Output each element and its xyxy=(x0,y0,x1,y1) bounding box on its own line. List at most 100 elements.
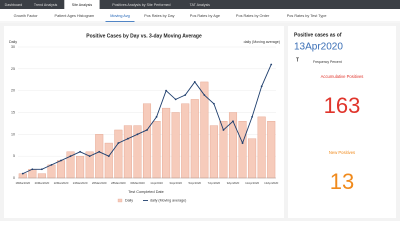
screen: Positive Cases by Day vs. 3-day Moving A… xyxy=(0,0,400,221)
line-point xyxy=(60,159,62,162)
line-point xyxy=(98,150,101,153)
page: Positive Cases by Day vs. 3-day Moving A… xyxy=(0,0,400,221)
bar xyxy=(162,107,171,179)
y-tick-label: 20 xyxy=(11,89,15,93)
bar xyxy=(47,164,56,179)
x-tick-label: 30Mar2020 xyxy=(130,181,145,185)
bar xyxy=(37,173,46,179)
nav-tab[interactable]: Dashboard xyxy=(5,3,23,7)
bar xyxy=(76,155,85,179)
line-point xyxy=(193,81,196,83)
line-point xyxy=(174,98,177,101)
bar xyxy=(104,142,113,179)
bar xyxy=(95,134,104,179)
x-tick-label: 9Apr2020 xyxy=(227,181,240,185)
line-point xyxy=(260,85,263,88)
line-point xyxy=(69,155,72,158)
line-point xyxy=(251,115,254,118)
bar xyxy=(267,121,276,179)
line-point xyxy=(270,63,273,66)
bar xyxy=(181,103,190,179)
sub-tab[interactable]: Patient Ages Histogram xyxy=(55,14,95,18)
line-point xyxy=(126,137,129,140)
line-point xyxy=(79,150,82,153)
line-point xyxy=(50,164,53,166)
bar xyxy=(152,121,161,179)
x-tick-label: 11Apr2020 xyxy=(245,181,259,185)
y-tick-label: 0 xyxy=(13,176,15,180)
line-point xyxy=(136,133,139,136)
y-tick-label: 10 xyxy=(11,132,15,136)
accum-label: Accumulative Positives xyxy=(321,74,364,79)
nav-tab[interactable]: Positives Analysis by Site Performed xyxy=(112,3,170,7)
sub-tab[interactable]: Pos Rates by Test Type xyxy=(287,14,327,18)
y-tick-label: 5 xyxy=(13,154,15,158)
line-point xyxy=(232,120,234,123)
tab-active-bg xyxy=(64,0,100,9)
new-label: New Positives xyxy=(329,150,355,155)
line-point xyxy=(241,142,244,144)
sub-tab[interactable]: Pos Rates by Order xyxy=(236,14,270,18)
bar xyxy=(238,121,247,179)
line-point xyxy=(88,155,91,158)
bar xyxy=(123,125,132,179)
y2-axis-label: daily (Moving average) xyxy=(244,40,280,44)
sub-tab[interactable]: Pos Rates by Day xyxy=(144,14,174,18)
x-tick-label: 13Apr2020 xyxy=(264,181,279,185)
line-point xyxy=(165,89,168,92)
panel-card xyxy=(288,26,396,218)
line-point xyxy=(203,94,206,96)
y-axis-label: Daily xyxy=(9,40,17,44)
sub-tab[interactable]: Pos Rates by Age xyxy=(190,14,220,18)
sub-tab[interactable]: Moving Avg xyxy=(110,14,130,18)
y-tick-label: 30 xyxy=(11,45,15,49)
accum-value: 163 xyxy=(324,93,361,118)
panel-date: 13Apr2020 xyxy=(294,42,343,53)
x-tick-label: 7Apr2020 xyxy=(208,181,221,185)
x-tick-label: 20Mar2020 xyxy=(35,181,50,185)
filter-label[interactable]: Frequency Percent xyxy=(313,60,342,64)
x-tick-label: 22Mar2020 xyxy=(54,181,69,185)
bar xyxy=(209,125,218,179)
filter-icon: T xyxy=(296,57,299,63)
bar xyxy=(190,99,199,179)
bar xyxy=(257,116,266,179)
legend-label[interactable]: Daily xyxy=(125,199,133,203)
x-tick-label: 26Mar2020 xyxy=(92,181,107,185)
y-tick-label: 15 xyxy=(11,110,15,114)
line-point xyxy=(40,168,43,171)
sub-tab[interactable]: Growth Factor xyxy=(14,14,39,18)
line-point xyxy=(117,142,120,144)
subtab-bar xyxy=(0,9,400,22)
x-tick-label: 24Mar2020 xyxy=(73,181,88,185)
line-point xyxy=(107,155,110,158)
bar xyxy=(248,138,257,179)
line-point xyxy=(31,168,34,171)
y-tick-label: 25 xyxy=(11,67,15,71)
x-axis-label: Test Completed Date xyxy=(128,190,163,194)
bar xyxy=(171,112,180,179)
x-tick-label: 5Apr2020 xyxy=(189,181,202,185)
new-value: 13 xyxy=(330,169,354,194)
legend-swatch xyxy=(117,198,123,203)
legend-label[interactable]: daily (Moving average) xyxy=(150,199,186,203)
bar xyxy=(200,81,209,179)
line-point xyxy=(184,94,187,96)
nav-tab[interactable]: Site Analysis xyxy=(72,3,93,7)
bar xyxy=(56,160,66,179)
x-tick-label: 18Mar2020 xyxy=(15,181,30,185)
line-point xyxy=(146,129,148,131)
x-tick-label: 1Apr2020 xyxy=(150,181,163,185)
nav-tab[interactable]: TAT Analysis xyxy=(190,3,211,7)
line-point xyxy=(222,129,225,131)
x-tick-label: 28Mar2020 xyxy=(111,181,126,185)
line-point xyxy=(155,115,158,118)
line-point xyxy=(21,172,24,175)
top-bar xyxy=(0,0,400,9)
panel-heading: Positive cases as of xyxy=(294,32,342,38)
nav-tab[interactable]: Trend Analysis xyxy=(34,3,58,7)
bar xyxy=(114,129,123,179)
chart-title: Positive Cases by Day vs. 3-day Moving A… xyxy=(86,33,202,39)
bar xyxy=(142,103,152,179)
line-point xyxy=(212,102,215,105)
